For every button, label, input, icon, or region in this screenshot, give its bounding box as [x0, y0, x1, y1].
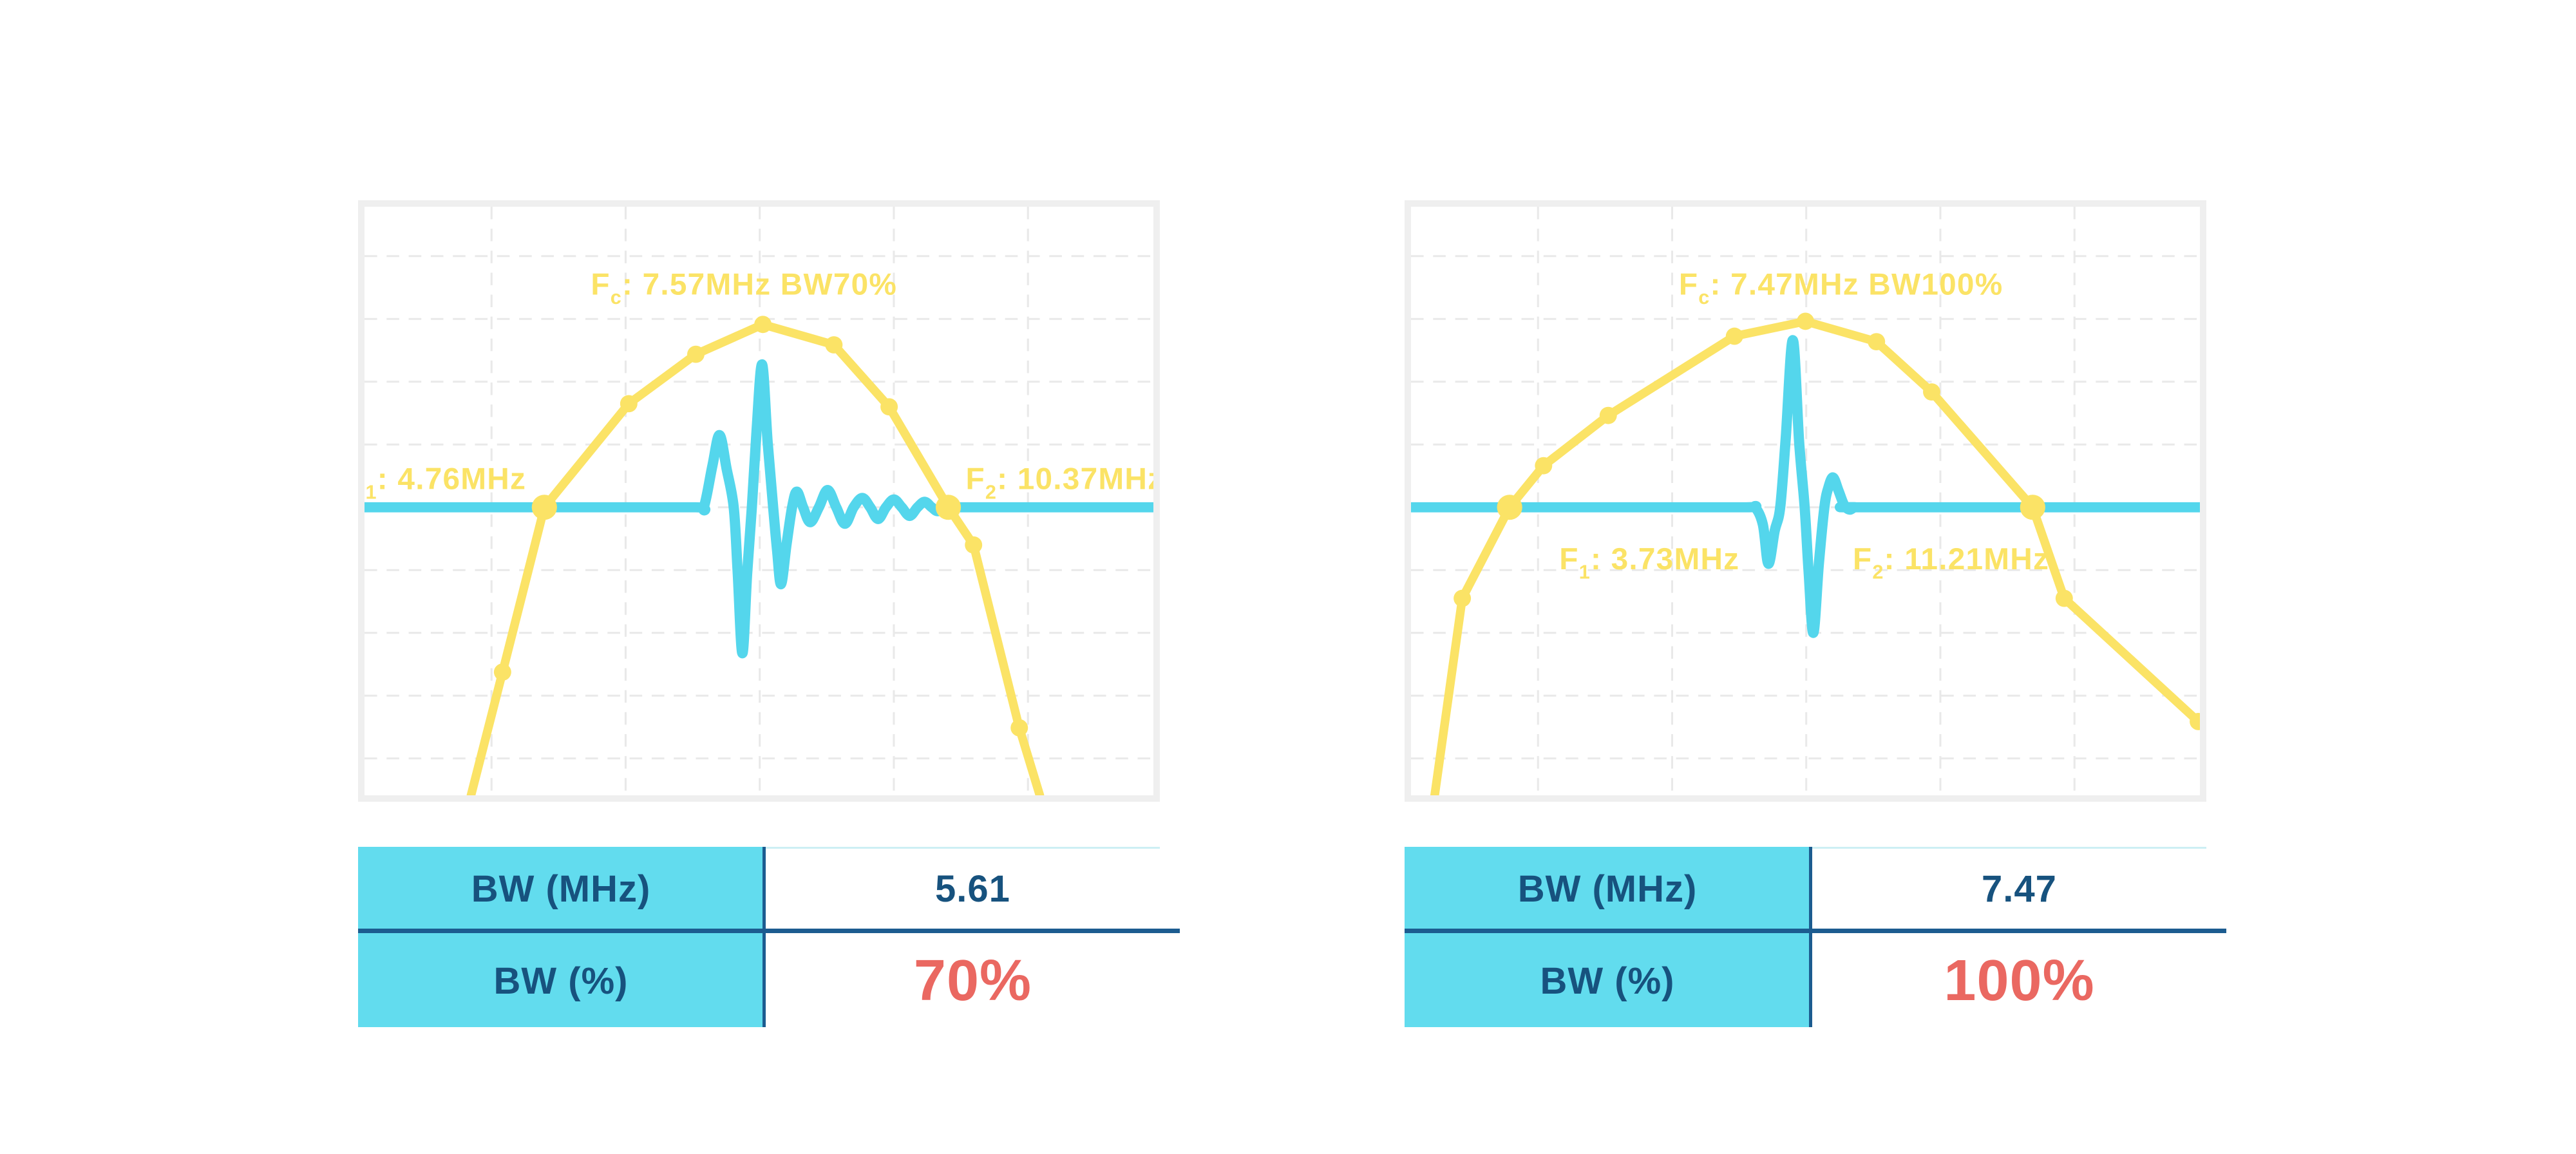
f2-annotation: F2: 11.21MHz: [1853, 542, 2049, 583]
bandwidth-table-left: BW (MHz) 5.61 BW (%) 70%: [358, 847, 1180, 1028]
fc-annotation: Fc: 7.47MHz BW100%: [1679, 268, 2003, 308]
bw-mhz-value: 5.61: [935, 867, 1010, 910]
bandwidth-table-right: BW (MHz) 7.47 BW (%) 100%: [1405, 847, 2226, 1028]
bw-pct-value: 100%: [1944, 949, 2095, 1013]
spectrum-chart-panel-right: Fc: 7.47MHz BW100% F1: 3.73MHz F2: 11.21…: [1405, 200, 2206, 802]
f1-annotation: F1: 4.76MHz: [365, 462, 526, 503]
grid: [365, 207, 1153, 795]
pulse-waveform: [1411, 335, 2200, 638]
bw-pct-label: BW (%): [1540, 960, 1675, 1002]
spectrum-chart-panel-left: Fc: 7.57MHz BW70% F1: 4.76MHz F2: 10.37M…: [358, 200, 1160, 802]
table-top-border: [1810, 847, 2206, 849]
f2-annotation: F2: 10.37MHz: [965, 462, 1153, 503]
chart-plot-area: Fc: 7.57MHz BW70% F1: 4.76MHz F2: 10.37M…: [365, 207, 1153, 795]
table-row-divider: [1405, 929, 2226, 933]
table-row-divider: [358, 929, 1180, 933]
spectrum-curve: [1430, 317, 2200, 795]
table-column-divider: [762, 847, 766, 1027]
bw-pct-label: BW (%): [493, 960, 629, 1002]
table-column-divider: [1809, 847, 1812, 1027]
bw-mhz-value: 7.47: [1982, 867, 2057, 910]
f1-annotation: F1: 3.73MHz: [1559, 542, 1739, 583]
spectrum-markers: [1454, 312, 2200, 730]
bw-pct-value: 70%: [913, 949, 1032, 1013]
table-label-column: [1405, 847, 1810, 1027]
table-label-column: [358, 847, 764, 1027]
pulse-waveform: [365, 359, 1153, 659]
chart-plot-area: Fc: 7.47MHz BW100% F1: 3.73MHz F2: 11.21…: [1411, 207, 2200, 795]
spectrum-markers: [493, 316, 1028, 737]
fc-annotation: Fc: 7.57MHz BW70%: [591, 268, 897, 308]
table-top-border: [764, 847, 1160, 849]
spectrum-curve: [466, 320, 1045, 795]
bw-mhz-label: BW (MHz): [471, 867, 651, 910]
bw-mhz-label: BW (MHz): [1517, 867, 1698, 910]
